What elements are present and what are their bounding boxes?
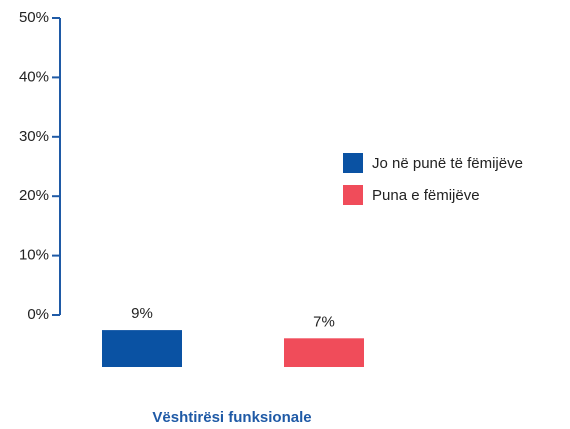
x-category-label: Vështirësi funksionale — [152, 409, 311, 426]
data-label: 7% — [313, 313, 335, 330]
legend-label: Puna e fëmijëve — [372, 187, 480, 204]
y-tick-label: 50% — [19, 9, 49, 26]
y-tick-label: 30% — [19, 128, 49, 145]
y-tick-label: 10% — [19, 247, 49, 264]
y-tick-label: 40% — [19, 68, 49, 85]
data-label: 9% — [131, 305, 153, 322]
legend-label: Jo në punë të fëmijëve — [372, 155, 523, 172]
legend-swatch — [343, 185, 363, 205]
bar — [284, 338, 364, 367]
y-tick-label: 0% — [27, 306, 49, 323]
bar — [102, 330, 182, 367]
y-tick-label: 20% — [19, 187, 49, 204]
legend-swatch — [343, 153, 363, 173]
